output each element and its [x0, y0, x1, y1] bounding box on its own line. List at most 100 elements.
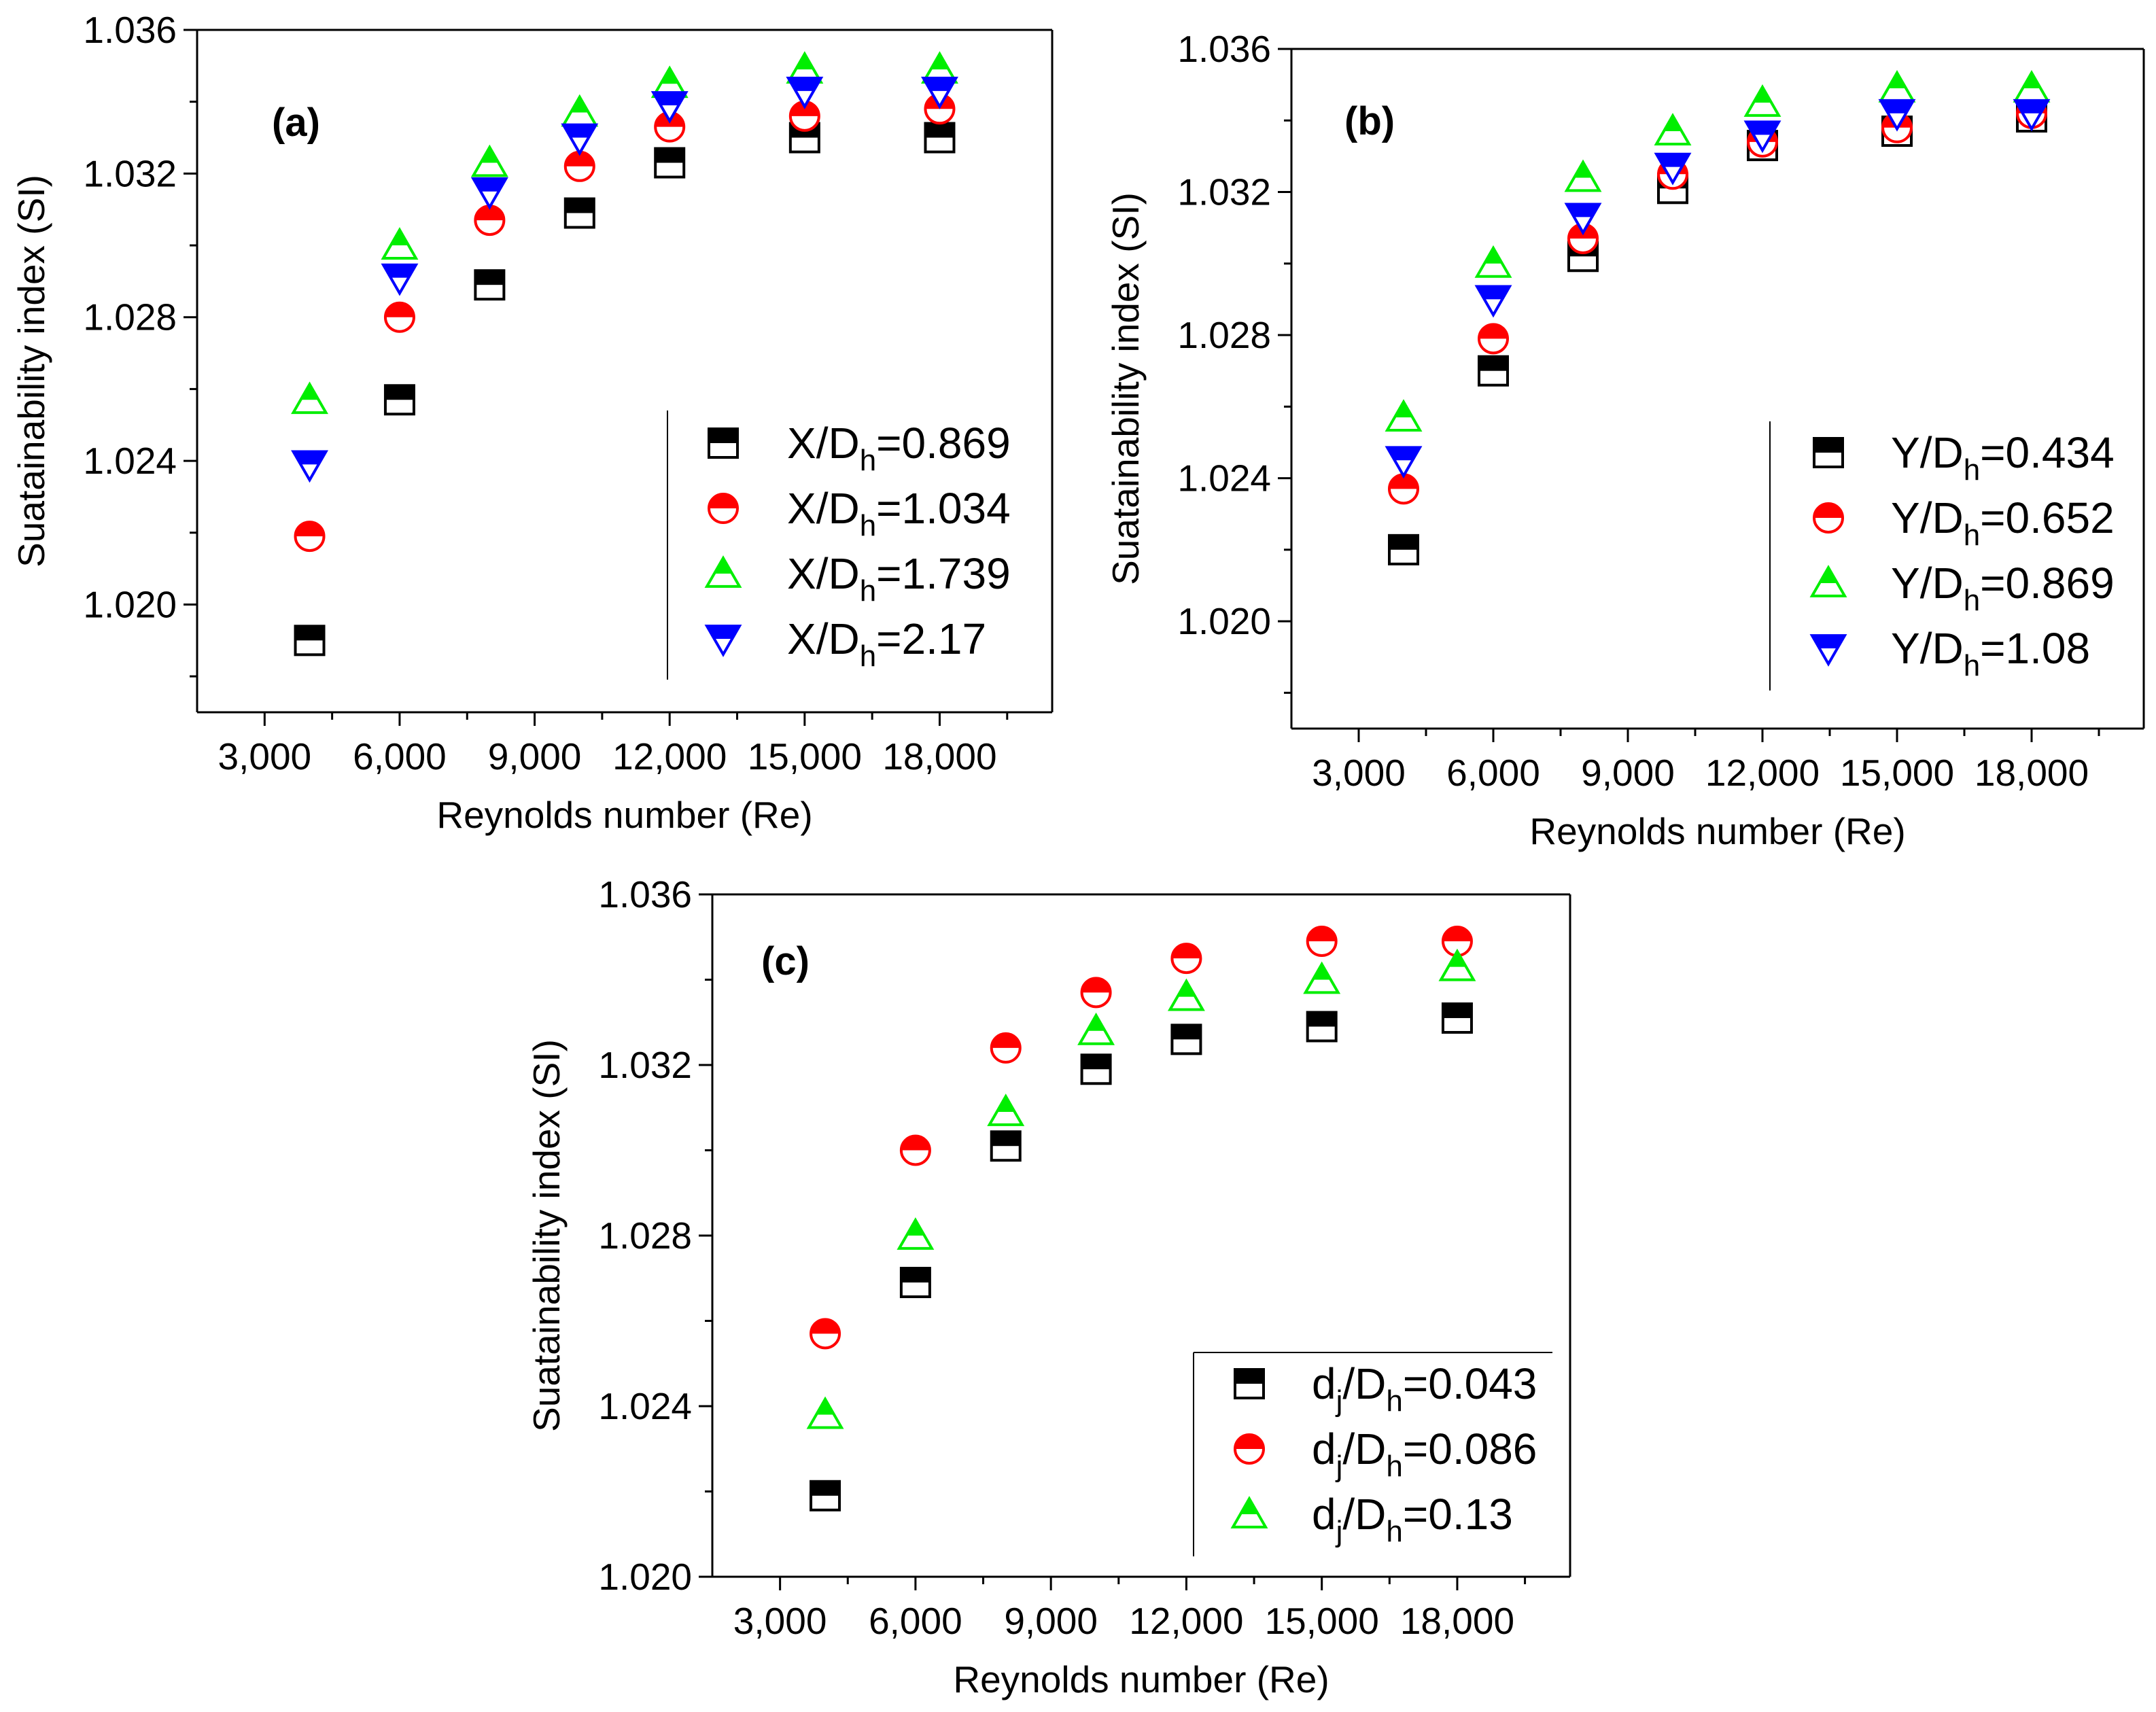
data-point-fill	[475, 270, 504, 285]
series-0	[810, 1002, 1473, 1512]
legend-marker-fill	[709, 429, 737, 443]
chart-panel-1: 3,000 6,000 9,000 12,000 15,000 18,000 1.020 1.…	[1105, 28, 2145, 852]
x-tick-label: 12,000	[612, 735, 727, 778]
data-point-fill	[1172, 944, 1201, 959]
y-tick-label: 1.020	[83, 583, 177, 625]
data-point-fill	[653, 92, 686, 105]
legend-label: X/Dh=1.034	[787, 484, 1011, 542]
x-tick-label: 15,000	[1265, 1600, 1379, 1642]
legend: X/Dh=0.869 X/Dh=1.034 X/Dh=1.739 X/Dh=2.17	[667, 410, 1011, 680]
data-point-fill	[1087, 1015, 1105, 1031]
x-tick-label: 9,000	[1004, 1600, 1098, 1642]
data-point-fill	[923, 77, 956, 91]
data-point-fill	[1442, 927, 1472, 942]
y-tick-label: 1.036	[598, 873, 692, 915]
data-point-fill	[1484, 247, 1502, 264]
data-point-fill	[1389, 474, 1418, 489]
data-point-fill	[931, 54, 949, 70]
y-tick-label: 1.020	[598, 1556, 692, 1598]
data-point-fill	[795, 54, 814, 70]
data-point-fill	[1479, 324, 1508, 339]
data-point-fill	[563, 124, 596, 138]
legend-label: Y/Dh=0.652	[1891, 493, 2115, 552]
legend-marker-fill	[1814, 504, 1843, 518]
panel-label: (a)	[272, 101, 320, 145]
legend: Y/Dh=0.434 Y/Dh=0.652 Y/Dh=0.869 Y/Dh=1.08	[1769, 421, 2115, 691]
x-tick-label: 9,000	[1581, 752, 1675, 794]
data-point-fill	[811, 1481, 840, 1496]
data-point-fill	[1387, 447, 1420, 461]
data-point-fill	[1656, 154, 1689, 167]
series-2	[291, 51, 958, 415]
legend-label: X/Dh=1.739	[787, 549, 1011, 608]
data-point-fill	[1177, 981, 1196, 997]
series-0	[294, 122, 956, 657]
data-point-fill	[385, 302, 414, 317]
data-point-fill	[481, 147, 499, 163]
data-point-fill	[1567, 204, 1599, 217]
data-point-fill	[565, 198, 594, 213]
data-point-fill	[2015, 100, 2048, 113]
panel-label: (c)	[761, 939, 810, 983]
y-tick-label: 1.024	[1177, 457, 1271, 500]
data-point-fill	[475, 206, 504, 221]
x-tick-label: 15,000	[748, 735, 862, 778]
data-point-fill	[570, 97, 589, 113]
data-point-fill	[991, 1132, 1020, 1147]
legend-marker-fill	[1235, 1435, 1264, 1449]
x-tick-label: 6,000	[869, 1600, 962, 1642]
legend-marker-fill	[707, 626, 740, 639]
legend-marker-fill	[1812, 635, 1845, 648]
data-point-fill	[816, 1399, 835, 1415]
data-point-fill	[1081, 1055, 1111, 1070]
data-point-fill	[1081, 978, 1111, 993]
x-axis-label: Reynolds number (Re)	[436, 794, 812, 836]
data-point-fill	[1312, 964, 1331, 980]
x-tick-label: 12,000	[1705, 752, 1820, 794]
legend-label: Y/Dh=1.08	[1891, 624, 2090, 682]
data-point-fill	[661, 68, 679, 84]
y-tick-label: 1.024	[598, 1385, 692, 1427]
x-tick-label: 18,000	[1400, 1600, 1514, 1642]
data-point-fill	[2023, 72, 2040, 88]
data-point-fill	[811, 1319, 840, 1334]
series-2	[806, 948, 1476, 1429]
y-tick-label: 1.028	[83, 296, 177, 338]
data-point-fill	[1888, 72, 1906, 88]
legend-marker-fill	[709, 494, 737, 508]
data-point-fill	[1307, 1012, 1336, 1027]
data-point-fill	[901, 1136, 930, 1151]
x-tick-label: 15,000	[1840, 752, 1954, 794]
data-point-fill	[1442, 1003, 1472, 1018]
data-point-fill	[1664, 116, 1682, 132]
x-tick-label: 6,000	[353, 735, 447, 778]
legend-label: dj/Dh=0.13	[1312, 1490, 1513, 1548]
legend-marker-fill	[1240, 1499, 1258, 1514]
x-tick-label: 9,000	[488, 735, 582, 778]
data-point-fill	[901, 1268, 930, 1283]
legend-label: Y/Dh=0.434	[1891, 428, 2115, 487]
y-tick-label: 1.024	[83, 440, 177, 482]
series-2	[1385, 69, 2051, 432]
y-axis-label: Suatainability index (SI)	[1105, 192, 1147, 585]
data-point-fill	[1448, 951, 1466, 967]
y-tick-label: 1.036	[83, 9, 177, 51]
data-point-fill	[565, 152, 594, 167]
x-tick-label: 3,000	[1312, 752, 1406, 794]
legend-marker-fill	[1820, 567, 1837, 583]
y-tick-label: 1.032	[598, 1044, 692, 1086]
y-tick-label: 1.036	[1177, 28, 1271, 70]
x-tick-label: 18,000	[1975, 752, 2089, 794]
x-axis-label: Reynolds number (Re)	[953, 1658, 1329, 1700]
y-tick-label: 1.028	[1177, 314, 1271, 356]
legend-label: dj/Dh=0.043	[1312, 1359, 1537, 1418]
data-point-fill	[1172, 1025, 1201, 1040]
x-tick-label: 3,000	[733, 1600, 827, 1642]
y-axis-label: Suatainability index (SI)	[10, 175, 52, 567]
y-tick-label: 1.032	[83, 152, 177, 194]
data-point-fill	[925, 123, 954, 138]
data-point-fill	[1307, 927, 1336, 942]
data-point-fill	[1477, 286, 1510, 300]
legend-label: Y/Dh=0.869	[1891, 559, 2115, 617]
y-tick-label: 1.020	[1177, 600, 1271, 642]
